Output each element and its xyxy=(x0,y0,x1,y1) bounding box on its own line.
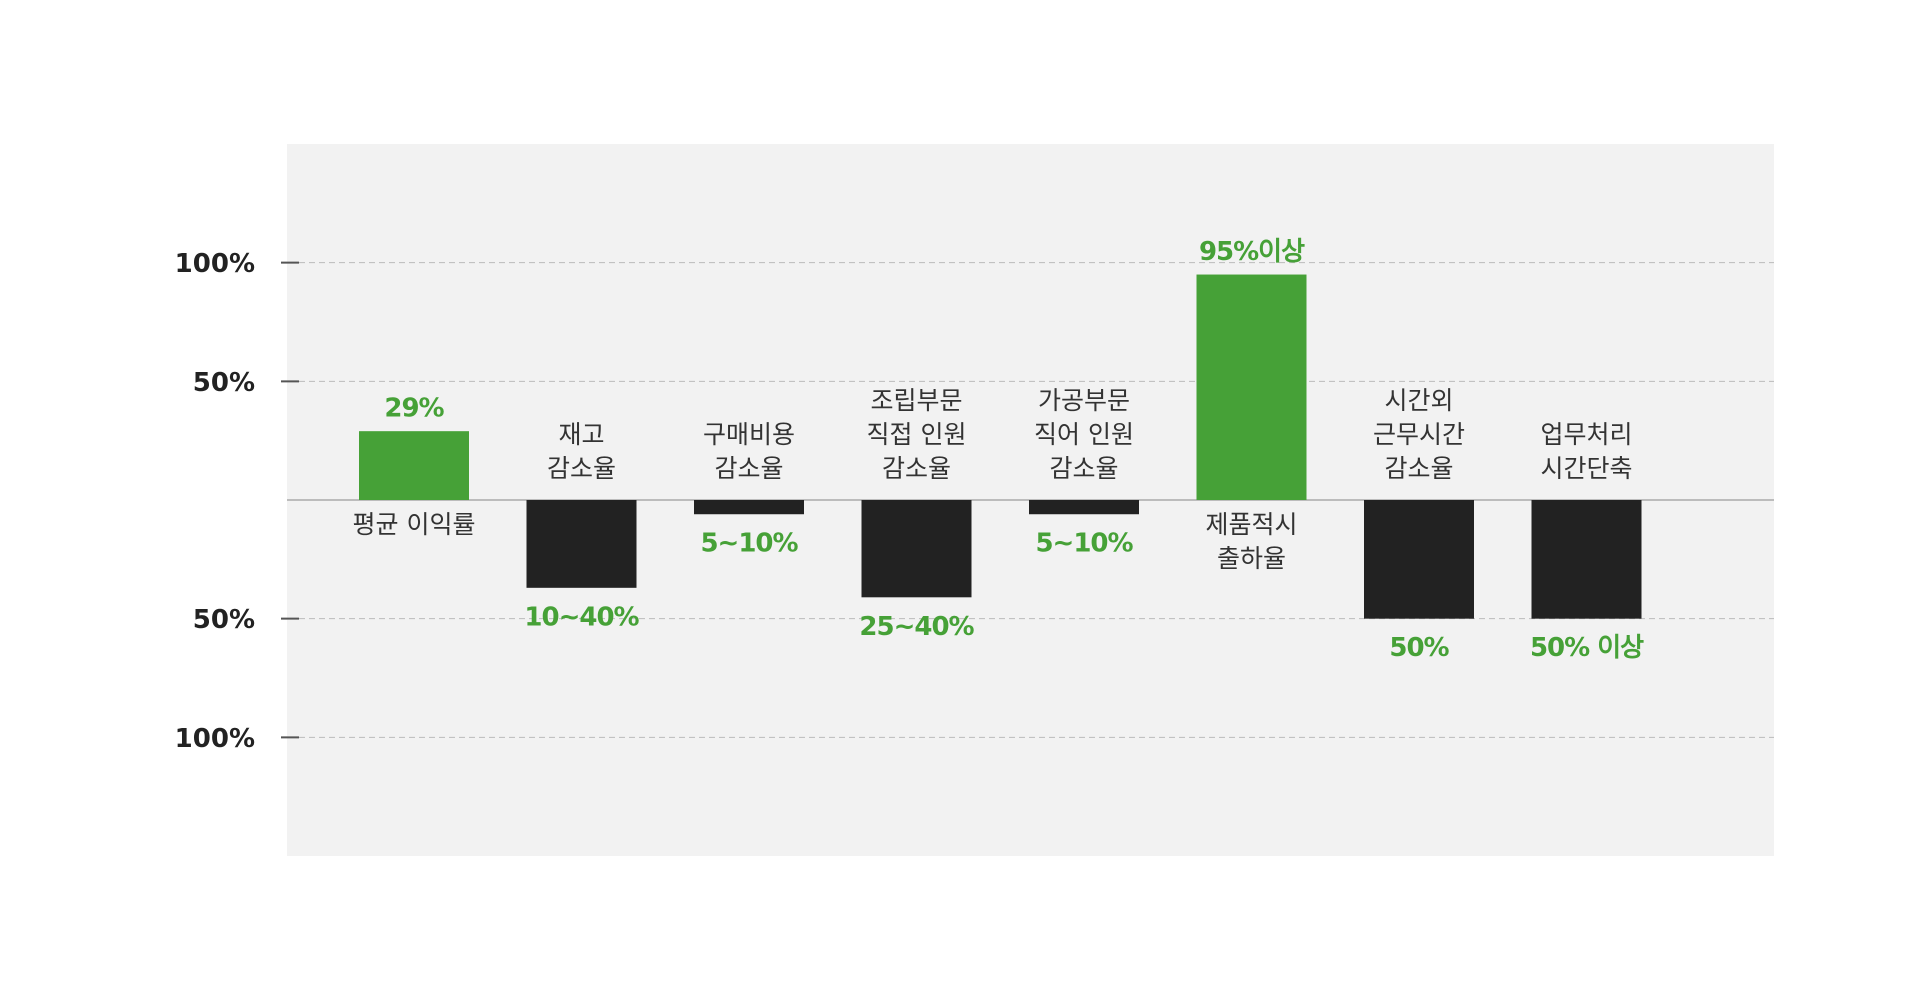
value-label: 5~10% xyxy=(1035,529,1133,559)
bar xyxy=(1029,500,1139,515)
category-label: 제품적시 출하율 xyxy=(1205,510,1298,573)
bar xyxy=(359,431,469,500)
y-tick-label: 100% xyxy=(175,249,255,279)
y-tick-label: 50% xyxy=(193,605,255,635)
y-tick-label: 50% xyxy=(193,368,255,398)
bar xyxy=(1196,274,1307,500)
y-tick-label: 100% xyxy=(175,724,255,754)
value-label: 50% 이상 xyxy=(1530,633,1644,663)
category-label: 구매비용 감소율 xyxy=(702,420,795,483)
bar xyxy=(694,500,804,515)
bar xyxy=(526,500,637,588)
bar xyxy=(861,500,972,598)
value-label: 5~10% xyxy=(700,529,798,559)
category-label: 조립부문 직접 인원 감소율 xyxy=(866,386,967,483)
value-label: 50% xyxy=(1389,633,1449,663)
category-label: 가공부문 직어 인원 감소율 xyxy=(1034,386,1134,483)
bar xyxy=(1531,500,1642,619)
category-label: 재고 감소율 xyxy=(546,420,616,483)
bar xyxy=(1364,500,1474,619)
value-label: 10~40% xyxy=(524,602,639,632)
value-label: 25~40% xyxy=(859,612,974,642)
value-label: 29% xyxy=(384,394,444,424)
category-label: 업무처리 시간단축 xyxy=(1540,420,1633,483)
category-label: 평균 이익률 xyxy=(352,510,476,539)
value-label: 95%이상 xyxy=(1199,237,1305,267)
category-label: 시간외 근무시간 감소율 xyxy=(1372,386,1465,483)
